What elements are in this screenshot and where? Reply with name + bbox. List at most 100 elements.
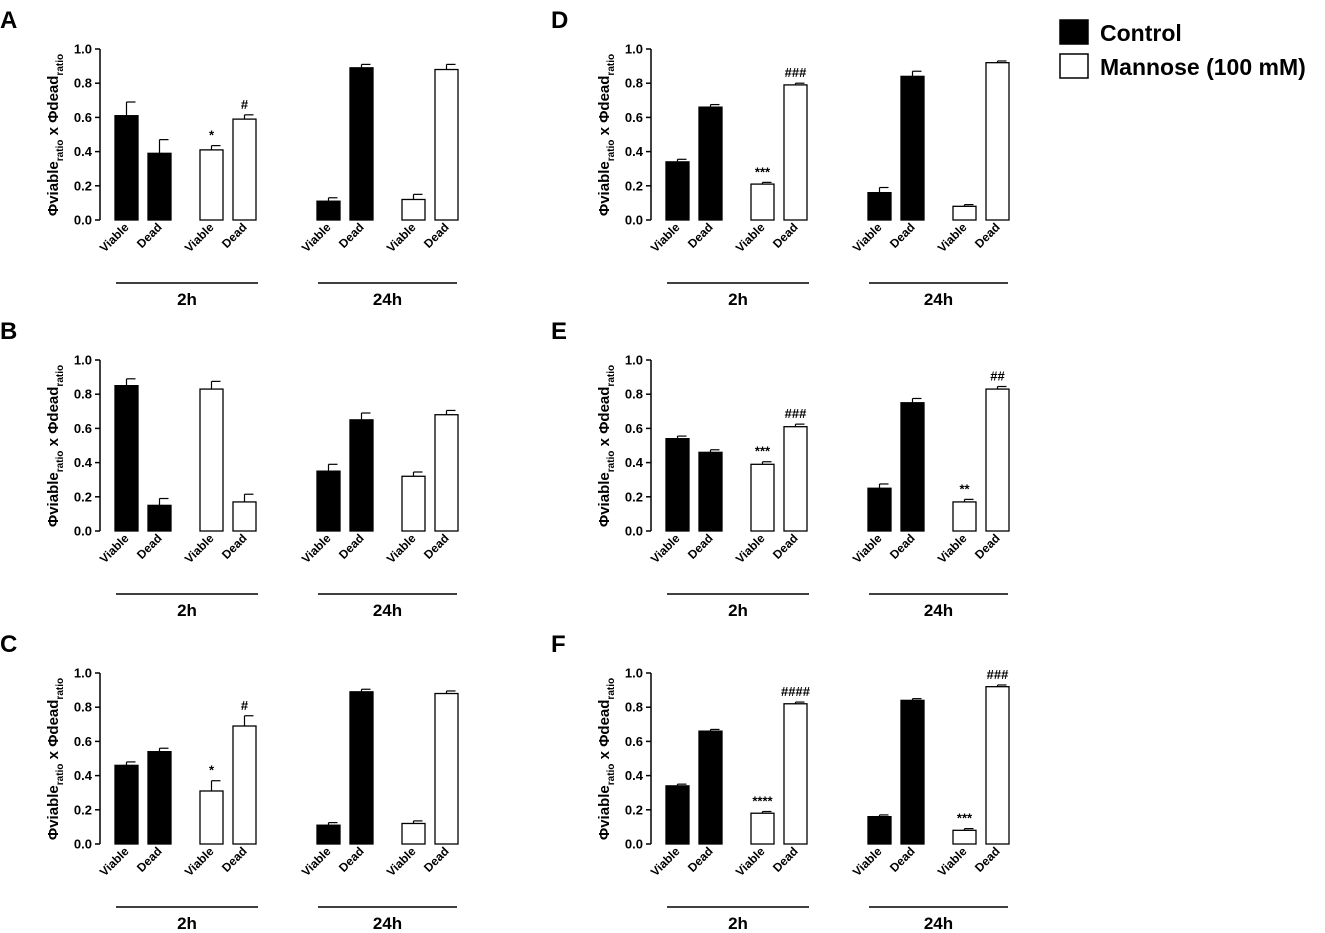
bar-24h-control-dead [900,402,925,532]
y-tick-label: 0.8 [74,387,92,402]
y-axis-label-part: Φviable [596,161,613,216]
significance-mark: ### [785,65,807,80]
y-tick-label: 0.6 [74,734,92,749]
category-label: Dead [421,531,452,562]
bar-24h-control-dead [900,699,925,845]
bar-2h-control-dead [147,152,172,221]
category-label: Dead [134,220,165,251]
bar-24h-control-dead [900,75,925,221]
category-label: Viable [648,531,683,566]
y-axis-label-subscript: ratio [55,678,66,700]
group-label: 2h [177,601,197,620]
bar-24h-mannose-dead [985,62,1010,221]
significance-mark: ** [959,481,970,496]
category-label: Dead [134,531,165,562]
bar-24h-mannose-viable [401,475,426,532]
y-axis-label: Φviableratio x Φdeadratio [45,54,66,216]
y-axis-label-part: Φviable [596,785,613,840]
y-tick-label: 0.4 [625,768,644,783]
y-axis-label: Φviableratio x Φdeadratio [596,365,617,527]
bar-2h-control-viable [114,385,139,532]
category-label: Viable [935,220,970,255]
bar-2h-control-dead [698,106,723,221]
bar-2h-mannose-viable [199,790,224,845]
category-label: Dead [421,844,452,875]
category-label: Viable [299,531,334,566]
y-axis-label-subscript: ratio [606,365,617,387]
group-label: 2h [728,601,748,620]
significance-mark: ### [785,406,807,421]
y-tick-label: 0.0 [74,524,92,539]
category-label: Dead [336,220,367,251]
panel-label: A [0,7,17,34]
category-label: Dead [770,844,801,875]
category-label: Dead [336,844,367,875]
bar-2h-mannose-viable [199,388,224,532]
bar-24h-mannose-dead [985,686,1010,845]
category-label: Dead [972,844,1003,875]
y-tick-label: 1.0 [625,666,643,681]
group-label: 24h [924,601,953,620]
group-label: 24h [924,290,953,309]
y-axis-label-part: Φviable [45,161,62,216]
group-label: 2h [728,914,748,933]
y-axis-label-part: x Φdead [45,700,62,764]
category-label: Dead [887,220,918,251]
y-tick-label: 0.8 [625,700,643,715]
y-tick-label: 0.0 [74,213,92,228]
bar-2h-control-viable [114,764,139,845]
significance-mark: #### [781,684,811,699]
category-label: Viable [97,220,132,255]
y-tick-label: 0.4 [625,144,644,159]
group-label: 2h [177,290,197,309]
y-axis-label-subscript: ratio [606,54,617,76]
bar-24h-mannose-viable [401,822,426,845]
bar-2h-control-viable [665,438,690,532]
category-label: Viable [384,220,419,255]
bar-2h-mannose-dead [232,725,257,845]
y-tick-label: 1.0 [625,42,643,57]
significance-mark: * [209,763,215,778]
category-label: Dead [685,220,716,251]
bar-2h-mannose-dead [232,501,257,532]
category-label: Viable [182,220,217,255]
y-axis-label: Φviableratio x Φdeadratio [45,678,66,840]
y-axis-label-part: x Φdead [45,76,62,140]
y-axis-label-part: x Φdead [596,76,613,140]
y-tick-label: 0.0 [74,837,92,852]
y-tick-label: 0.2 [74,489,92,504]
category-label: Viable [850,531,885,566]
bar-2h-control-viable [665,161,690,221]
bar-24h-control-viable [867,191,892,221]
group-label: 24h [373,601,402,620]
y-tick-label: 0.4 [74,144,93,159]
category-label: Dead [219,220,250,251]
y-axis-label: Φviableratio x Φdeadratio [596,54,617,216]
y-tick-label: 0.0 [625,213,643,228]
category-label: Viable [299,844,334,879]
significance-mark: # [241,97,249,112]
y-tick-label: 0.8 [625,387,643,402]
category-label: Dead [887,844,918,875]
bar-24h-mannose-dead [434,692,459,845]
y-tick-label: 1.0 [625,353,643,368]
group-label: 2h [728,290,748,309]
category-label: Viable [384,531,419,566]
category-label: Dead [770,220,801,251]
y-axis-label-subscript: ratio [606,764,617,786]
y-tick-label: 0.6 [625,110,643,125]
y-axis-label-part: Φviable [45,785,62,840]
y-tick-label: 0.2 [625,802,643,817]
legend-swatch-control [1059,19,1089,45]
category-label: Viable [733,844,768,879]
bar-2h-control-viable [665,785,690,845]
y-tick-label: 1.0 [74,666,92,681]
y-axis-label-part: x Φdead [596,700,613,764]
category-label: Viable [648,844,683,879]
